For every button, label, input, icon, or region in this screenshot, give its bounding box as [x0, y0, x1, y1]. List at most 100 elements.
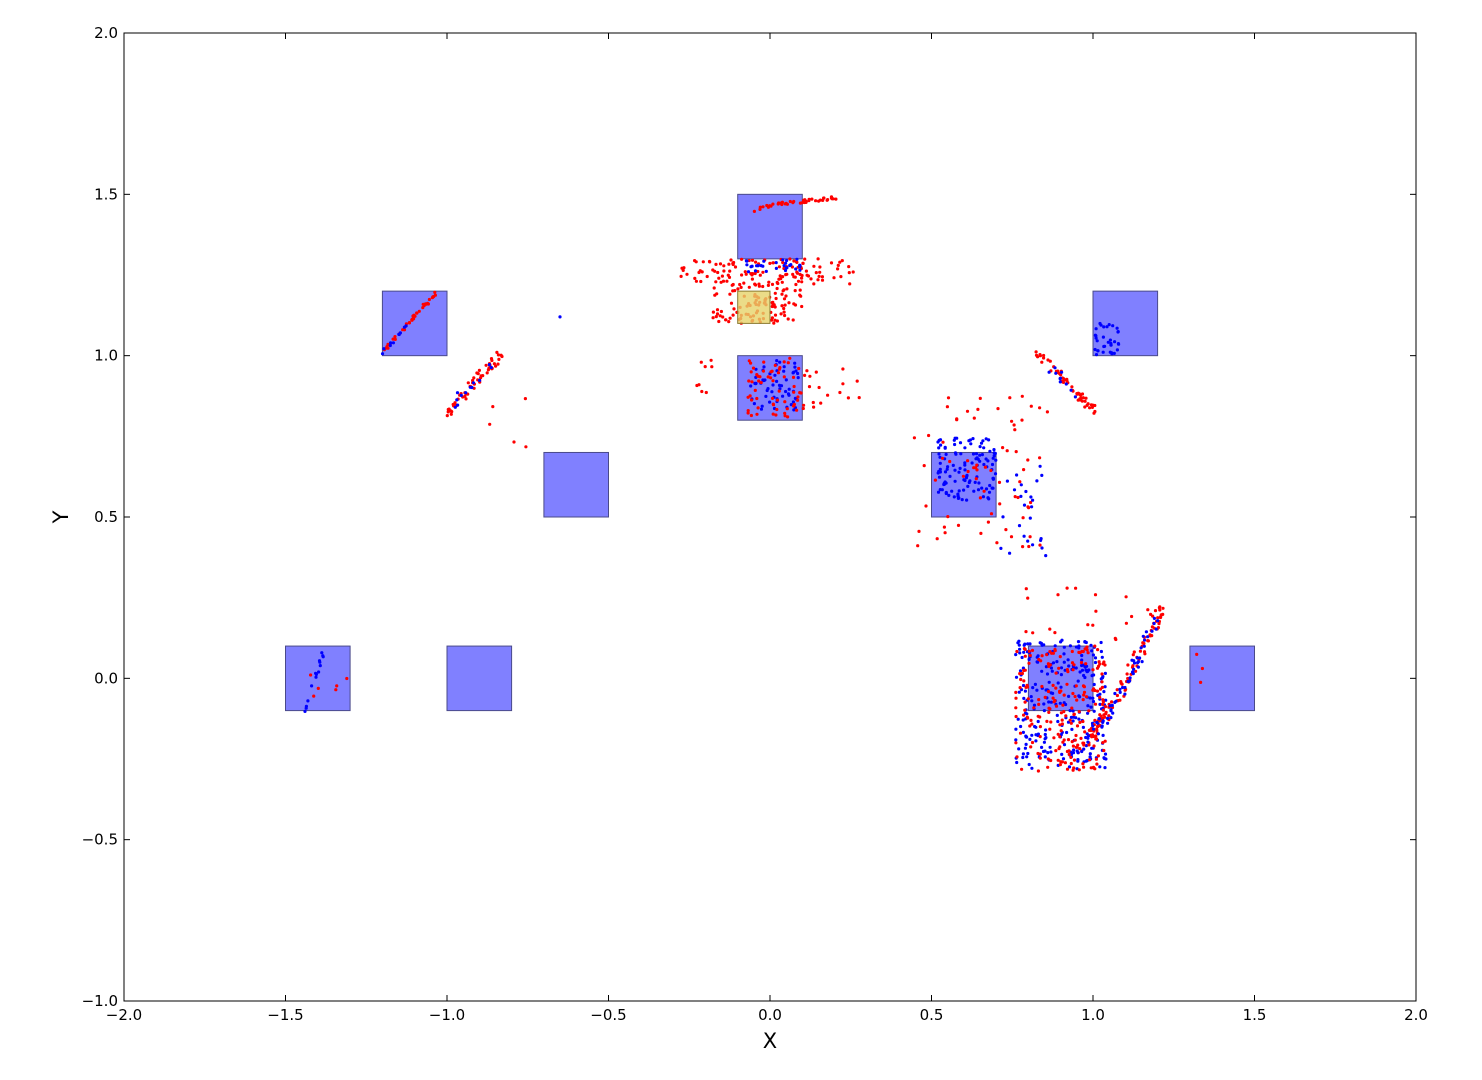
data-point	[389, 341, 393, 345]
data-point	[499, 353, 503, 357]
data-point	[798, 263, 802, 267]
data-point	[1024, 685, 1028, 690]
data-point	[731, 262, 735, 267]
data-point	[793, 365, 797, 369]
data-point	[1009, 535, 1014, 539]
data-point	[1074, 684, 1078, 688]
data-point	[799, 294, 803, 298]
data-point	[785, 287, 789, 291]
data-point	[314, 671, 318, 675]
data-point	[1023, 708, 1027, 712]
data-point	[701, 260, 705, 264]
data-point	[1065, 379, 1069, 383]
data-point	[937, 446, 941, 450]
data-point	[770, 369, 774, 373]
data-point	[496, 362, 500, 366]
data-point	[750, 398, 754, 402]
data-point	[391, 341, 395, 345]
data-point	[745, 259, 749, 263]
data-point	[777, 277, 781, 281]
data-point	[523, 397, 528, 401]
data-point	[790, 265, 795, 269]
data-point	[955, 436, 959, 440]
y-tick-label-2: 0.0	[94, 669, 118, 687]
data-point	[388, 343, 392, 348]
data-point	[1075, 724, 1080, 728]
data-point	[1149, 612, 1153, 617]
data-point	[770, 282, 775, 286]
data-point	[944, 491, 948, 496]
data-point	[787, 301, 791, 305]
data-point	[755, 396, 759, 401]
data-point	[1032, 703, 1037, 707]
data-point	[1020, 418, 1024, 422]
data-point	[789, 403, 793, 407]
data-point	[953, 442, 957, 447]
data-point	[778, 387, 782, 391]
data-point	[1026, 751, 1030, 756]
data-point	[415, 311, 419, 315]
data-point	[1114, 699, 1118, 703]
data-point	[1046, 757, 1050, 761]
data-point	[1123, 685, 1127, 690]
data-point	[1103, 705, 1108, 709]
data-point	[776, 371, 781, 375]
data-point	[1111, 711, 1115, 715]
data-point	[961, 474, 966, 478]
data-point	[762, 360, 766, 364]
data-point	[1103, 739, 1107, 743]
data-point	[304, 706, 308, 710]
data-point	[699, 360, 703, 364]
data-point	[485, 371, 489, 375]
data-point	[1063, 761, 1067, 765]
data-point	[778, 360, 782, 364]
cluster-22-red	[1014, 644, 1107, 773]
data-point	[1085, 670, 1089, 674]
data-point	[1100, 655, 1104, 659]
data-point	[938, 455, 942, 459]
data-point	[784, 378, 788, 382]
data-point	[752, 209, 757, 213]
data-point	[1018, 647, 1022, 651]
cluster-0-red	[679, 257, 855, 287]
data-point	[1034, 725, 1038, 729]
data-point	[746, 411, 750, 415]
data-point	[1058, 735, 1062, 739]
data-point	[972, 489, 976, 493]
y-tick-label-6: 2.0	[94, 24, 118, 42]
data-point	[781, 289, 785, 293]
data-point	[977, 481, 981, 485]
data-point	[1062, 377, 1066, 381]
x-tick-label-1: −1.5	[267, 1006, 303, 1024]
data-point	[1080, 653, 1084, 658]
data-point	[948, 459, 952, 464]
data-point	[1146, 608, 1150, 612]
data-point	[749, 384, 753, 388]
data-point	[492, 362, 496, 366]
data-point	[1156, 616, 1160, 620]
data-point	[1051, 696, 1055, 700]
data-point	[770, 396, 775, 400]
data-point	[750, 380, 754, 384]
data-point	[391, 337, 395, 341]
data-point	[1052, 736, 1056, 740]
data-point	[1036, 714, 1040, 718]
data-point	[1159, 615, 1163, 619]
cluster-19-red	[912, 394, 1049, 549]
data-point	[464, 391, 468, 395]
data-point	[699, 279, 703, 284]
data-point	[455, 398, 459, 402]
data-point	[782, 310, 786, 314]
data-point	[1029, 500, 1033, 505]
data-point	[1071, 691, 1075, 696]
data-point	[700, 389, 704, 394]
data-point	[1023, 668, 1027, 672]
data-point	[1022, 696, 1026, 701]
data-point	[754, 367, 758, 371]
data-point	[1064, 714, 1068, 718]
data-point	[1018, 731, 1023, 735]
data-point	[1052, 700, 1056, 704]
data-point	[727, 320, 731, 324]
data-point	[800, 273, 804, 278]
data-point	[775, 398, 780, 402]
